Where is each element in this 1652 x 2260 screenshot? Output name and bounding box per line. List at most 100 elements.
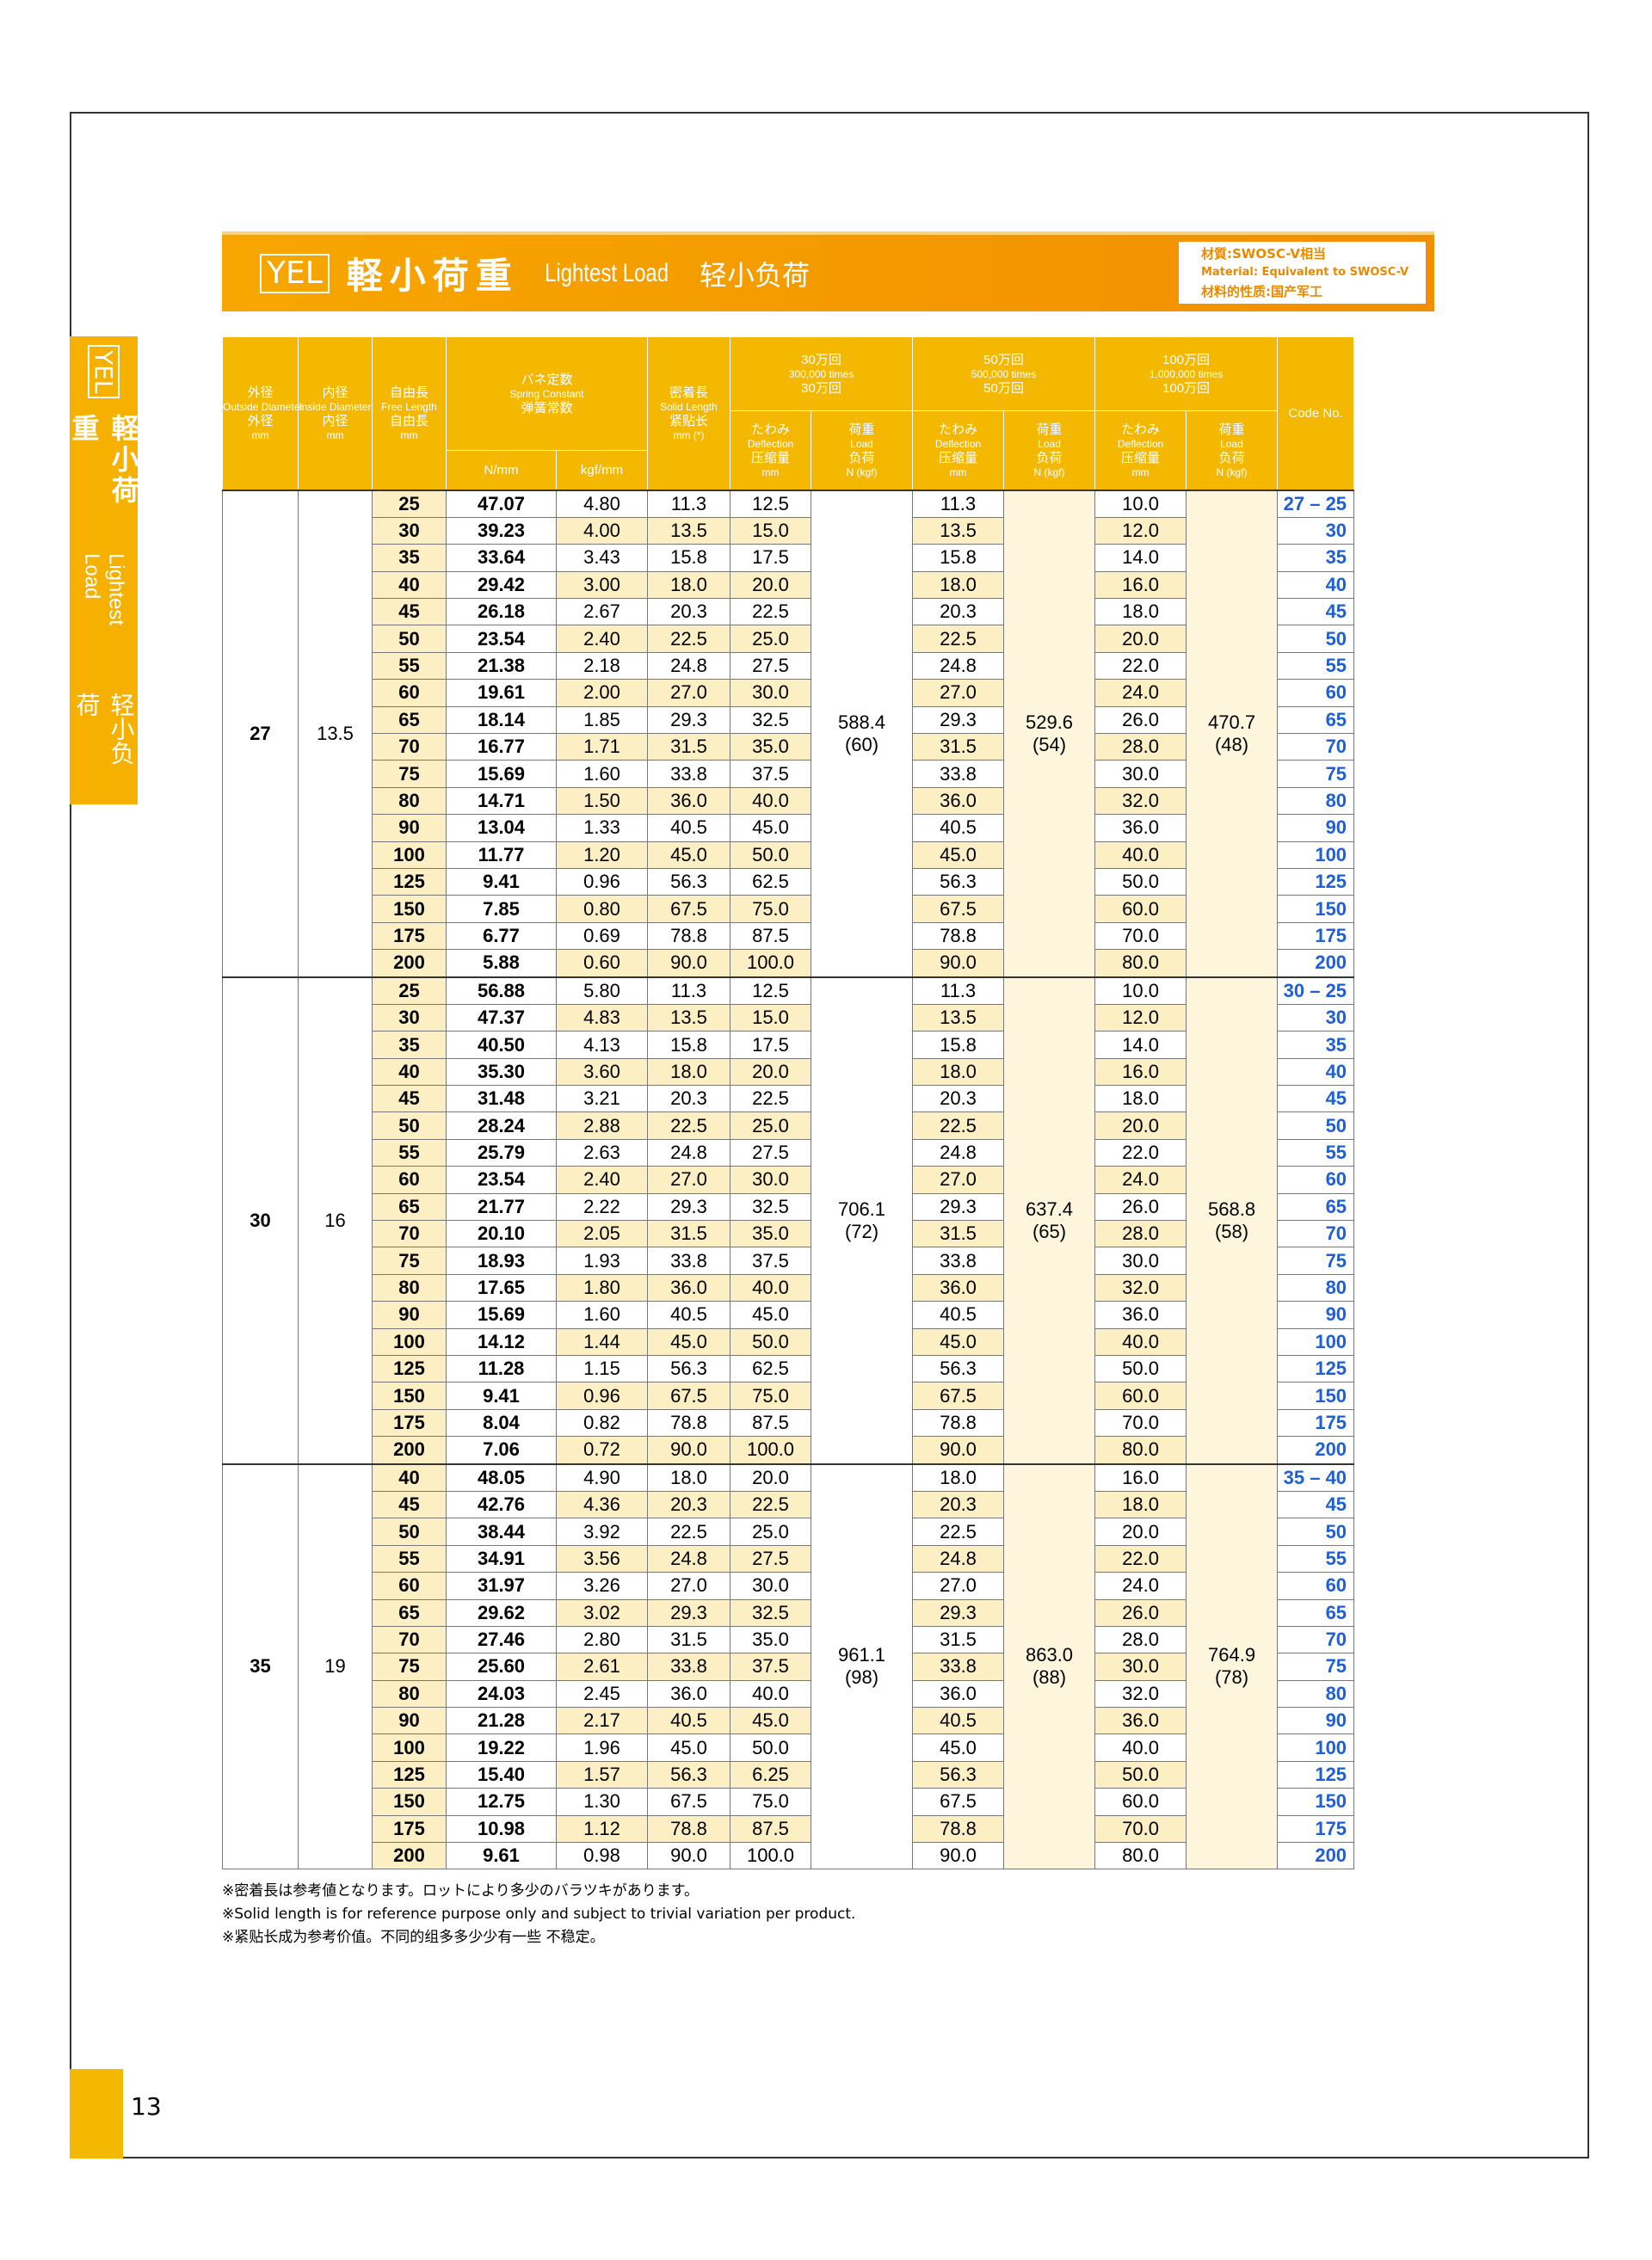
table-row: 70 27.46 2.80 31.5 35.0 31.5 28.0 70 xyxy=(223,1625,1355,1654)
load-kgf: (88) xyxy=(1032,1666,1067,1689)
solid-length: 18.0 xyxy=(647,1057,730,1087)
free-length: 35 xyxy=(372,544,447,572)
table-row: 27 13.5 25 47.07 4.80 11.3 12.5 588.4 (60) 11.3 52… xyxy=(222,489,1355,978)
spring-kgf: 2.17 xyxy=(556,1707,648,1735)
spring-n: 56.88 xyxy=(446,976,557,1005)
spring-n: 19.61 xyxy=(446,679,557,707)
deflection-1m: 50.0 xyxy=(1094,867,1187,896)
solid-length: 29.3 xyxy=(647,1192,730,1222)
load-kgf: (54) xyxy=(1032,733,1067,755)
spring-kgf: 2.40 xyxy=(556,625,648,653)
header-text: たわみ xyxy=(750,422,790,438)
header-text: Solid Length xyxy=(660,401,718,414)
header-text: 紧贴长 xyxy=(669,414,708,429)
header-text: mm xyxy=(251,429,269,442)
title-zh: 轻小负荷 xyxy=(699,258,810,292)
spring-kgf: 1.96 xyxy=(556,1733,648,1762)
solid-length: 27.0 xyxy=(647,679,730,707)
free-length: 125 xyxy=(372,1354,447,1383)
deflection-300k: 40.0 xyxy=(730,1679,811,1709)
table-row: 125 9.41 0.96 56.3 62.5 56.3 50.0 125 xyxy=(223,867,1355,896)
solid-length: 90.0 xyxy=(647,1436,730,1465)
spring-n: 25.79 xyxy=(446,1138,557,1167)
spring-kgf: 4.00 xyxy=(556,516,648,545)
spring-kgf: 1.30 xyxy=(556,1788,648,1816)
free-length: 90 xyxy=(372,1707,447,1735)
code-no: 55 xyxy=(1277,1544,1355,1573)
load-newton: 529.6 xyxy=(1025,711,1074,733)
free-length: 70 xyxy=(372,1220,447,1248)
free-length: 40 xyxy=(372,1463,447,1492)
spring-n: 23.54 xyxy=(446,1166,557,1194)
header-text: Deflection xyxy=(934,438,982,451)
deflection-1m: 14.0 xyxy=(1094,1031,1187,1059)
deflection-500k: 31.5 xyxy=(912,1625,1005,1654)
deflection-500k: 67.5 xyxy=(912,1382,1005,1410)
solid-length: 18.0 xyxy=(647,570,730,600)
deflection-500k: 31.5 xyxy=(912,733,1005,761)
solid-length: 24.8 xyxy=(647,1138,730,1167)
spring-kgf: 3.92 xyxy=(556,1518,648,1546)
deflection-1m: 70.0 xyxy=(1094,1408,1187,1438)
solid-length: 20.3 xyxy=(647,1490,730,1519)
deflection-300k: 75.0 xyxy=(730,1382,811,1410)
code-no: 55 xyxy=(1277,651,1355,680)
code-no: 75 xyxy=(1277,1653,1355,1681)
free-length: 65 xyxy=(372,1598,447,1627)
code-no: 70 xyxy=(1277,1220,1355,1248)
solid-length: 67.5 xyxy=(647,895,730,923)
deflection-1m: 26.0 xyxy=(1094,705,1187,735)
load-newton: 470.7 xyxy=(1208,711,1256,733)
deflection-500k: 29.3 xyxy=(912,1192,1005,1222)
table-row: 45 26.18 2.67 20.3 22.5 20.3 18.0 45 xyxy=(223,598,1355,626)
deflection-500k: 11.3 xyxy=(912,976,1005,1005)
table-row: 125 11.28 1.15 56.3 62.5 56.3 50.0 125 xyxy=(223,1354,1355,1383)
deflection-300k: 25.0 xyxy=(730,1112,811,1140)
code-no: 125 xyxy=(1277,867,1355,896)
deflection-500k: 31.5 xyxy=(912,1220,1005,1248)
deflection-1m: 36.0 xyxy=(1094,1707,1187,1735)
deflection-300k: 87.5 xyxy=(730,1814,811,1844)
deflection-500k: 40.5 xyxy=(912,814,1005,842)
solid-length: 90.0 xyxy=(647,949,730,978)
solid-length: 13.5 xyxy=(647,516,730,545)
deflection-300k: 25.0 xyxy=(730,625,811,653)
code-no: 45 xyxy=(1277,1490,1355,1519)
deflection-500k: 20.3 xyxy=(912,1085,1005,1113)
solid-length: 56.3 xyxy=(647,1760,730,1789)
spring-n: 15.69 xyxy=(446,760,557,788)
header-text: Deflection xyxy=(1117,438,1164,451)
spring-kgf: 1.60 xyxy=(556,1301,648,1329)
free-length: 200 xyxy=(372,949,447,978)
deflection-300k: 27.5 xyxy=(730,1138,811,1167)
spring-n: 28.24 xyxy=(446,1112,557,1140)
header-text: 荷重 xyxy=(1218,422,1245,438)
header-text: 30万回 xyxy=(801,380,841,396)
solid-length: 27.0 xyxy=(647,1572,730,1600)
load-newton: 637.4 xyxy=(1025,1198,1074,1220)
free-length: 50 xyxy=(372,1518,447,1546)
spring-n: 42.76 xyxy=(446,1490,557,1519)
spring-n: 11.28 xyxy=(446,1354,557,1383)
deflection-300k: 50.0 xyxy=(730,841,811,869)
deflection-1m: 16.0 xyxy=(1094,1057,1187,1087)
solid-length: 11.3 xyxy=(647,976,730,1005)
spring-n: 29.42 xyxy=(446,570,557,600)
header-cell: 自由長 Free Length 自由長 mm xyxy=(372,336,447,490)
material-box: 材質:SWOSC-V相当 Material: Equivalent to SWO… xyxy=(1179,242,1426,304)
deflection-500k: 90.0 xyxy=(912,949,1005,978)
code-no: 150 xyxy=(1277,1788,1355,1816)
header-text: 密着長 xyxy=(669,385,708,401)
deflection-300k: 6.25 xyxy=(730,1760,811,1789)
free-length: 60 xyxy=(372,1572,447,1600)
free-length: 30 xyxy=(372,516,447,545)
spring-kgf: 1.20 xyxy=(556,841,648,869)
header-cell: 外径 Outside Diameter 外径 mm xyxy=(222,336,303,490)
code-no: 80 xyxy=(1277,786,1355,816)
solid-length: 40.5 xyxy=(647,1707,730,1735)
spring-kgf: 2.63 xyxy=(556,1138,648,1167)
table-row: 40 35.30 3.60 18.0 20.0 18.0 16.0 40 xyxy=(223,1057,1355,1087)
code-no: 70 xyxy=(1277,733,1355,761)
side-tab: YEL 軽小荷重 Lightest Load 轻小负荷 xyxy=(68,336,140,804)
spring-n: 16.77 xyxy=(446,733,557,761)
